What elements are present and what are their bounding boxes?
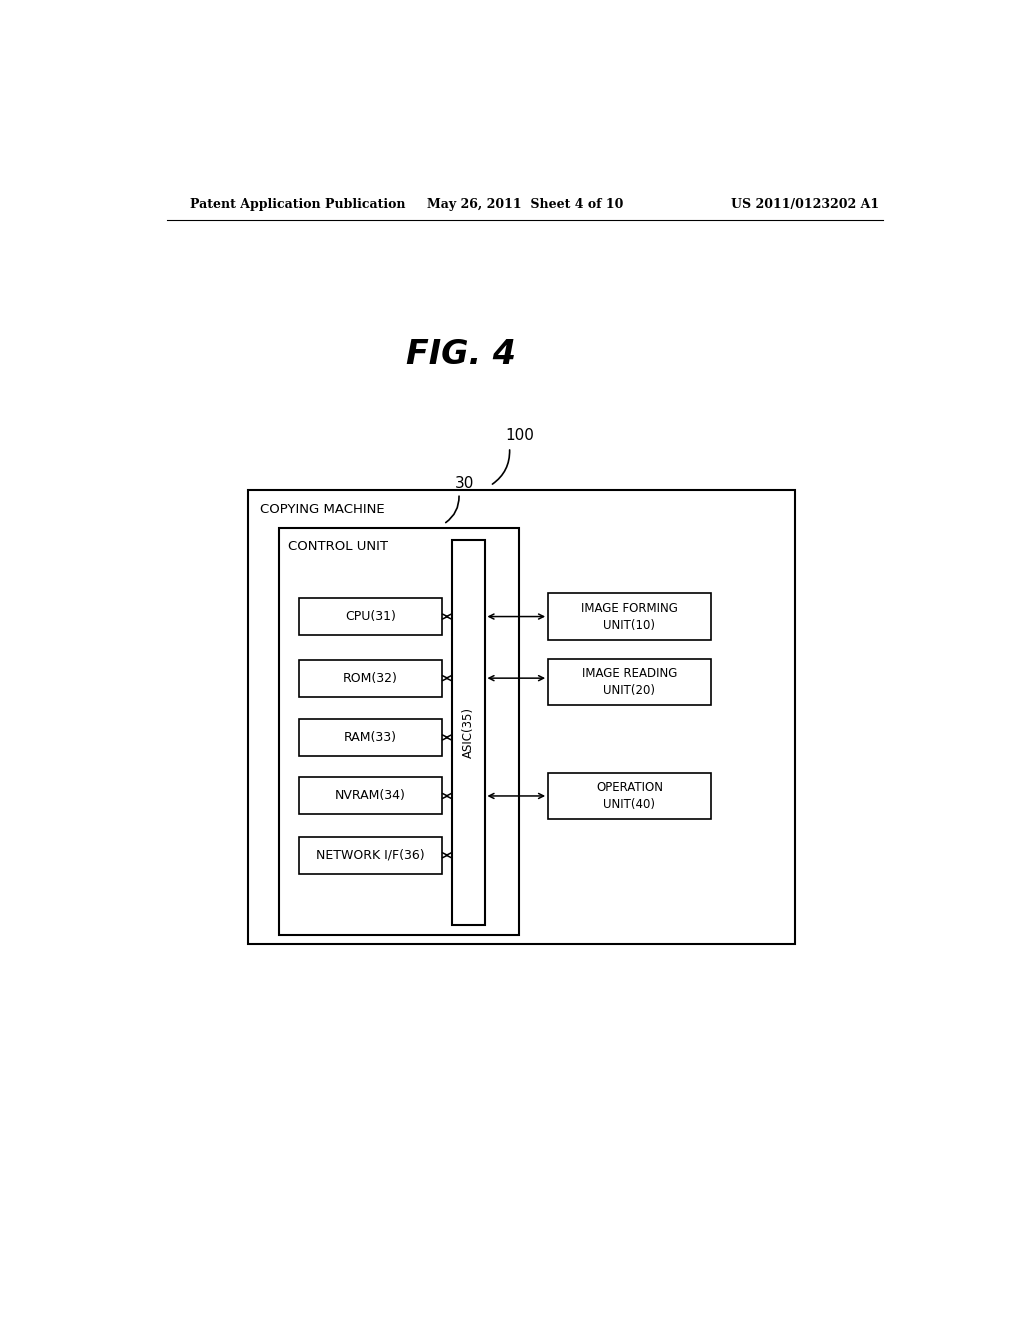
- Text: COPYING MACHINE: COPYING MACHINE: [260, 503, 384, 516]
- Text: ROM(32): ROM(32): [343, 672, 397, 685]
- Bar: [299, 719, 442, 756]
- Bar: [299, 598, 442, 635]
- Text: US 2011/0123202 A1: US 2011/0123202 A1: [731, 198, 879, 211]
- Text: ASIC(35): ASIC(35): [462, 708, 475, 758]
- Text: IMAGE FORMING
UNIT(10): IMAGE FORMING UNIT(10): [581, 602, 678, 631]
- Text: 100: 100: [506, 428, 535, 444]
- Text: OPERATION
UNIT(40): OPERATION UNIT(40): [596, 781, 663, 810]
- Text: RAM(33): RAM(33): [344, 731, 396, 744]
- Bar: [299, 660, 442, 697]
- Bar: [548, 659, 711, 705]
- Text: May 26, 2011  Sheet 4 of 10: May 26, 2011 Sheet 4 of 10: [427, 198, 623, 211]
- Bar: [548, 774, 711, 818]
- Bar: [299, 837, 442, 874]
- Text: NETWORK I/F(36): NETWORK I/F(36): [315, 849, 425, 862]
- Text: FIG. 4: FIG. 4: [407, 338, 516, 371]
- Bar: [280, 528, 519, 935]
- Text: 30: 30: [455, 477, 474, 491]
- Bar: [248, 490, 795, 944]
- Text: CPU(31): CPU(31): [345, 610, 395, 623]
- Bar: [452, 540, 484, 925]
- Text: NVRAM(34): NVRAM(34): [335, 789, 406, 803]
- Text: IMAGE READING
UNIT(20): IMAGE READING UNIT(20): [582, 667, 677, 697]
- Bar: [299, 777, 442, 814]
- Bar: [548, 594, 711, 640]
- Text: CONTROL UNIT: CONTROL UNIT: [289, 540, 388, 553]
- Text: Patent Application Publication: Patent Application Publication: [190, 198, 406, 211]
